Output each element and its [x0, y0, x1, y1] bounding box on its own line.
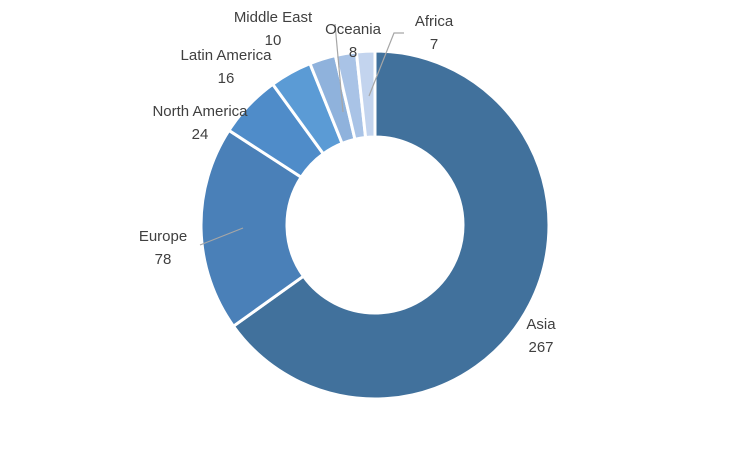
slice-value: 16 [218, 70, 235, 87]
donut-slice [199, 128, 306, 329]
slice-label: Latin America [181, 47, 273, 64]
donut-slice [354, 49, 377, 140]
slice-label: Middle East [234, 9, 313, 26]
donut-slice [231, 49, 551, 401]
leader-line [199, 227, 244, 246]
slice-label: North America [152, 103, 248, 120]
slice-label: Europe [139, 228, 187, 245]
slice-label: Africa [415, 13, 454, 30]
slice-label: Asia [526, 316, 556, 333]
slice-value: 267 [528, 339, 553, 356]
slice-value: 8 [349, 44, 357, 61]
slice-value: 78 [155, 251, 172, 268]
slice-value: 7 [430, 36, 438, 53]
leader-line [368, 32, 404, 97]
leader-line [334, 23, 344, 113]
slice-value: 10 [265, 32, 282, 49]
slice-label: Oceania [325, 21, 382, 38]
slice-value: 24 [192, 126, 209, 143]
